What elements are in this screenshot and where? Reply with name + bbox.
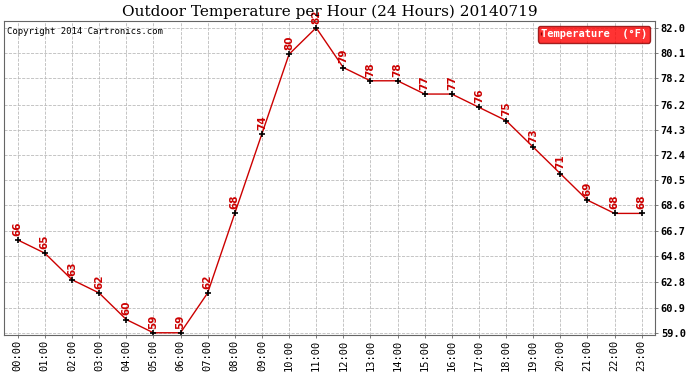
Text: 79: 79	[338, 49, 348, 63]
Legend: Temperature  (°F): Temperature (°F)	[538, 26, 650, 43]
Text: 76: 76	[474, 88, 484, 103]
Text: 62: 62	[94, 274, 104, 289]
Text: 78: 78	[366, 62, 375, 76]
Text: 62: 62	[203, 274, 213, 289]
Text: 78: 78	[393, 62, 402, 76]
Text: 65: 65	[40, 234, 50, 249]
Text: 73: 73	[528, 128, 538, 143]
Text: 77: 77	[420, 75, 430, 90]
Text: 66: 66	[12, 221, 23, 236]
Text: 59: 59	[148, 314, 159, 328]
Text: 75: 75	[501, 102, 511, 116]
Text: 68: 68	[609, 195, 620, 209]
Text: 82: 82	[311, 9, 321, 24]
Text: 59: 59	[175, 314, 186, 328]
Text: 60: 60	[121, 301, 131, 315]
Title: Outdoor Temperature per Hour (24 Hours) 20140719: Outdoor Temperature per Hour (24 Hours) …	[122, 4, 538, 18]
Text: 77: 77	[447, 75, 457, 90]
Text: 74: 74	[257, 115, 267, 130]
Text: 80: 80	[284, 36, 294, 50]
Text: Copyright 2014 Cartronics.com: Copyright 2014 Cartronics.com	[8, 27, 164, 36]
Text: 63: 63	[67, 261, 77, 276]
Text: 69: 69	[582, 182, 593, 196]
Text: 68: 68	[637, 195, 647, 209]
Text: 68: 68	[230, 195, 239, 209]
Text: 71: 71	[555, 155, 565, 170]
